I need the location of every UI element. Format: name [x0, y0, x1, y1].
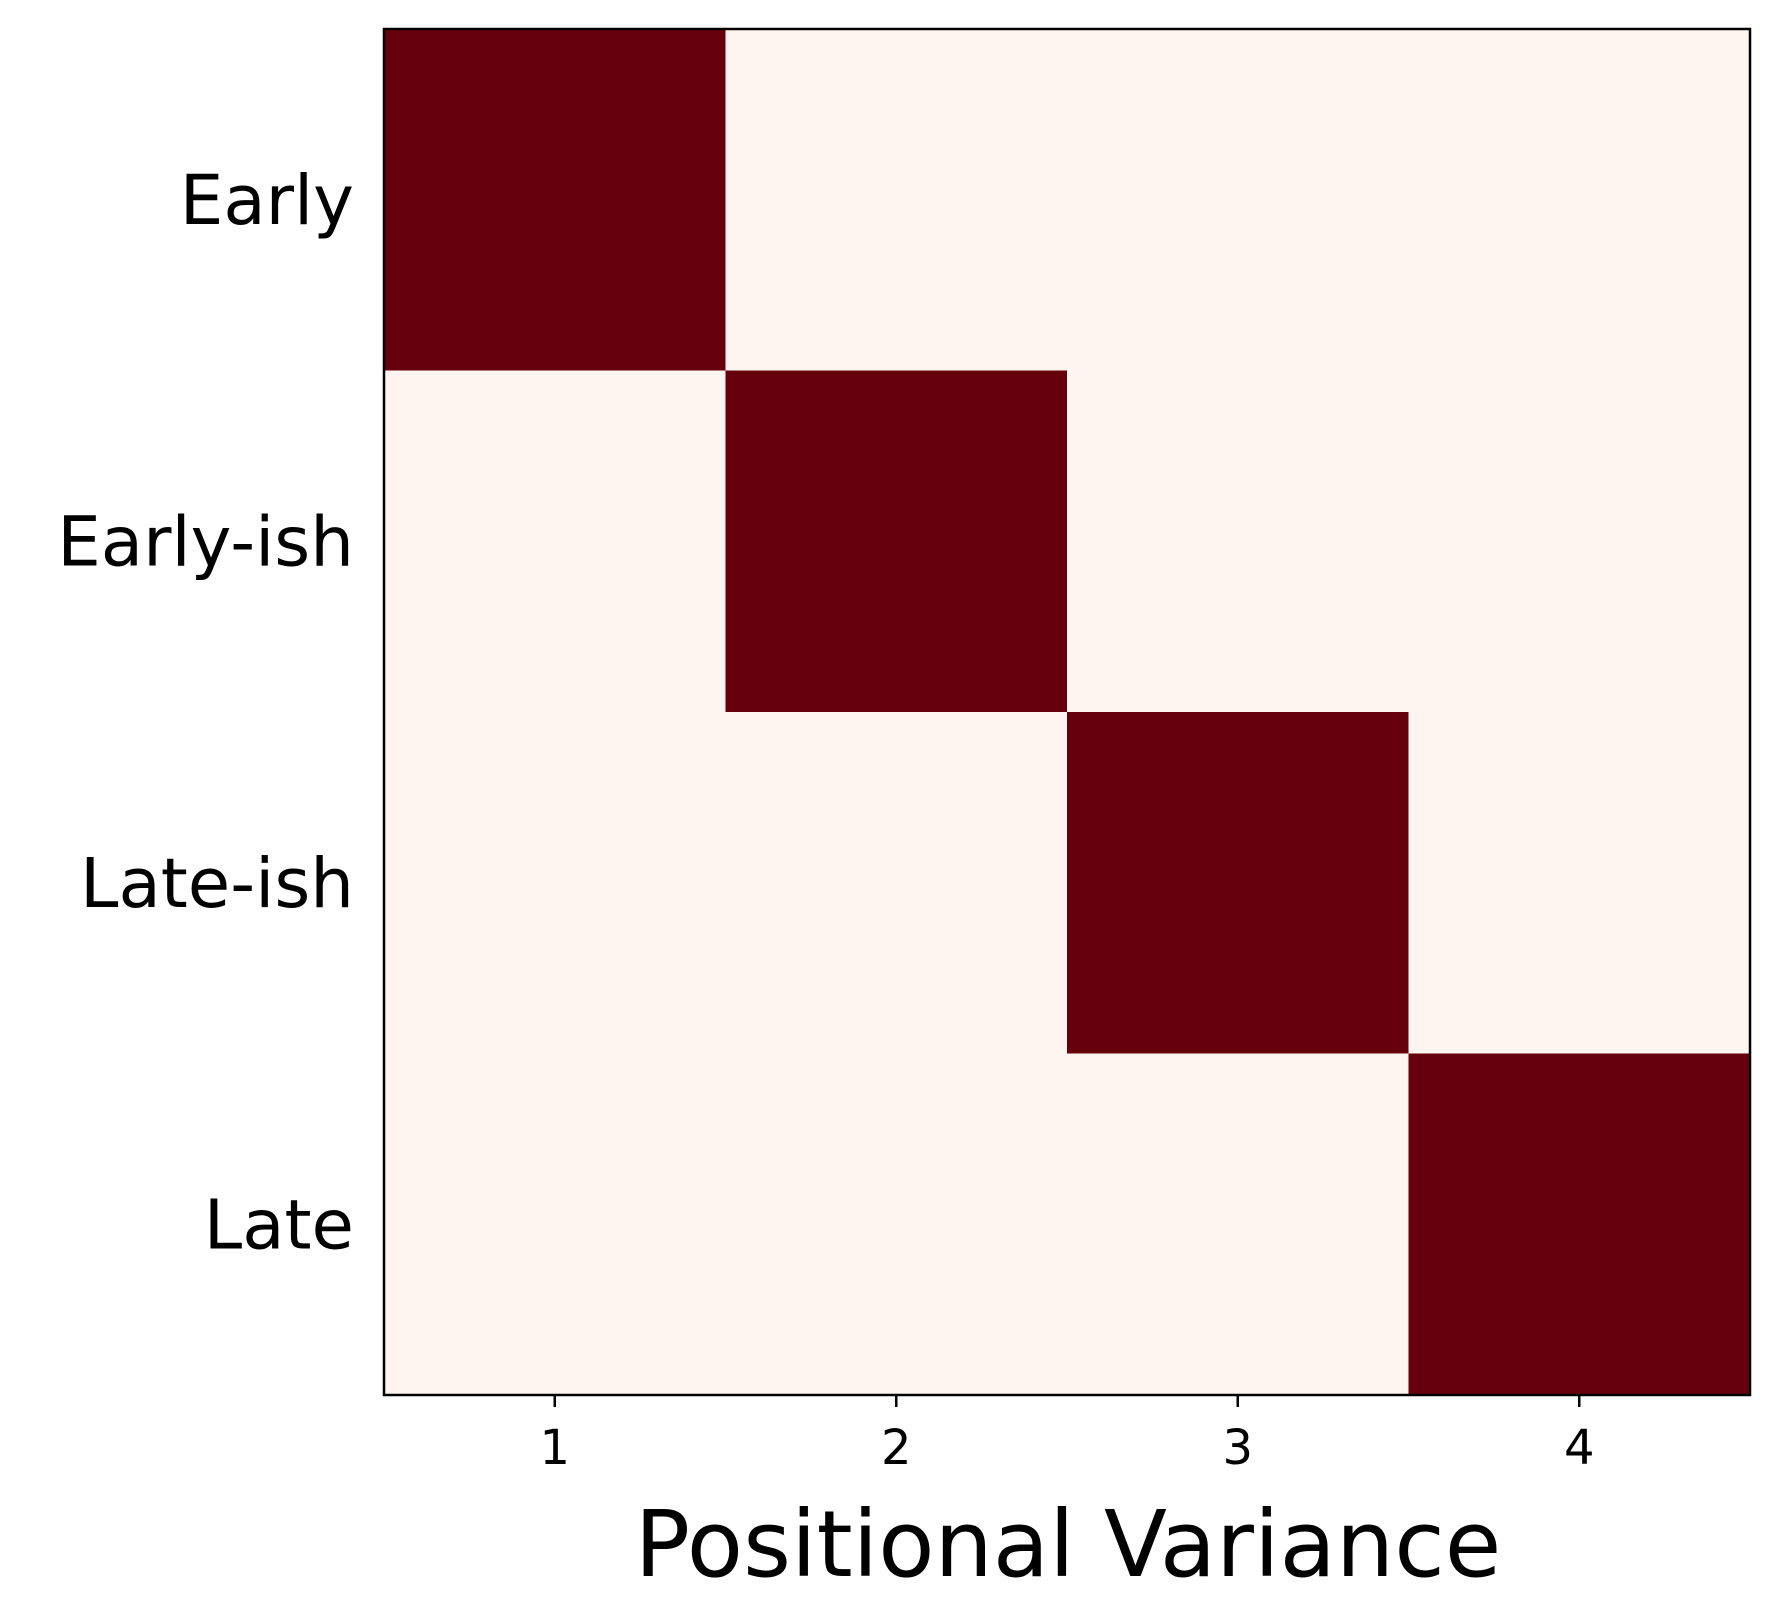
heatmap-cell-1-2: [725, 29, 1068, 371]
heatmap-cell-3-2: [725, 712, 1068, 1054]
heatmap-cell-4-4: [1408, 1053, 1751, 1396]
heatmap-cell-3-1: [384, 712, 726, 1054]
heatmap-cell-4-2: [725, 1053, 1068, 1396]
x-tick-label-4: 4: [1564, 1420, 1595, 1476]
y-tick-label-3: Late-ish: [80, 844, 354, 924]
heatmap-cell-4-3: [1067, 1053, 1409, 1396]
heatmap-cell-3-3: [1067, 712, 1409, 1054]
y-tick-label-4: Late: [204, 1185, 354, 1265]
x-tick-label-2: 2: [881, 1420, 912, 1476]
x-tick-label-3: 3: [1222, 1420, 1253, 1476]
heatmap-cell-2-1: [384, 370, 726, 713]
plot-frame: [382, 27, 1752, 1397]
heatmap-cell-2-4: [1408, 370, 1751, 713]
heatmap-cells: [384, 29, 1751, 1396]
y-tick-label-1: Early: [180, 161, 354, 241]
heatmap-cell-4-1: [384, 1053, 726, 1396]
heatmap-cell-1-4: [1408, 29, 1751, 371]
y-tick-label-2: Early-ish: [57, 502, 354, 582]
x-axis-ticks: 1 2 3 4: [539, 1395, 1595, 1476]
heatmap-cell-1-1: [384, 29, 726, 371]
heatmap-cell-2-2: [725, 370, 1068, 713]
x-axis-label: Positional Variance: [635, 1491, 1502, 1598]
y-axis-ticks: Early Early-ish Late-ish Late: [57, 161, 354, 1266]
heatmap-cell-2-3: [1067, 370, 1409, 713]
heatmap-cell-1-3: [1067, 29, 1409, 371]
x-tick-label-1: 1: [539, 1420, 570, 1476]
heatmap-cell-3-4: [1408, 712, 1751, 1054]
